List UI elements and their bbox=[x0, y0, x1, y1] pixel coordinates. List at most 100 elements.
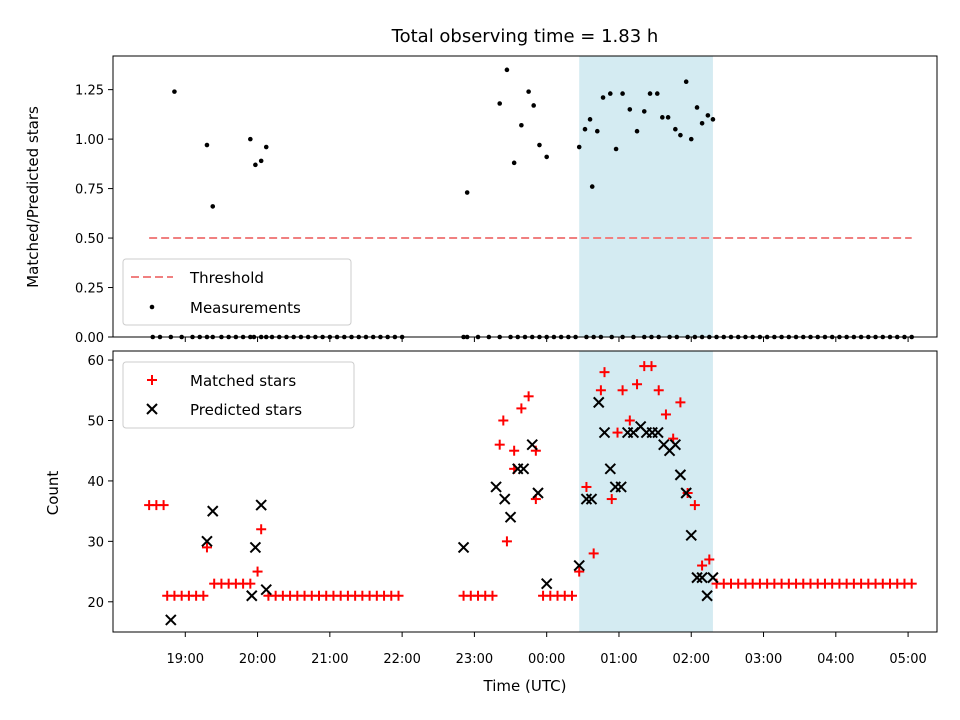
matched-star-point bbox=[588, 548, 599, 559]
bottom-y-axis-label: Count bbox=[44, 471, 62, 516]
measurement-point bbox=[253, 162, 258, 168]
predicted-star-point bbox=[707, 571, 719, 584]
top-panel: 0.00 0.25 0.50 0.75 1.00 1.25 Threshold Measure… bbox=[75, 55, 938, 346]
matched-star-point bbox=[653, 385, 664, 396]
predicted-star-point bbox=[585, 493, 598, 505]
predicted-star-point bbox=[604, 463, 616, 475]
top-axes-frame bbox=[112, 55, 938, 338]
legend-measurements-swatch bbox=[149, 304, 155, 310]
predicted-star-point bbox=[580, 493, 593, 505]
measurement-point bbox=[464, 190, 470, 195]
measurement-point bbox=[634, 128, 640, 134]
predicted-star-point bbox=[255, 499, 267, 511]
matched-star-point bbox=[599, 367, 610, 378]
top-y-axis-label: Matched/Predicted stars bbox=[24, 106, 42, 288]
x-tick-label: 20:00 bbox=[239, 652, 276, 667]
predicted-star-point bbox=[249, 541, 262, 554]
matched-star-point bbox=[689, 500, 700, 511]
measurement-point bbox=[600, 95, 606, 100]
matched-star-point bbox=[158, 500, 169, 511]
measurement-point bbox=[647, 91, 653, 96]
chart-title: Total observing time = 1.83 h bbox=[391, 26, 659, 47]
measurement-point bbox=[210, 204, 216, 209]
matched-star-point bbox=[245, 578, 256, 589]
bottom-panel: 20 30 40 50 60 19:00 20:00 21:00 22:00 23:00 00:00… bbox=[87, 350, 938, 667]
top-legend-box bbox=[122, 258, 352, 326]
measurement-point bbox=[172, 89, 177, 94]
x-axis-label: Time (UTC) bbox=[483, 677, 567, 695]
measurement-point bbox=[613, 146, 619, 152]
predicted-star-point bbox=[573, 559, 585, 572]
measurement-point bbox=[582, 126, 588, 132]
measurement-point bbox=[607, 91, 613, 96]
predicted-star-point bbox=[165, 614, 177, 626]
measurement-point bbox=[694, 105, 700, 110]
matched-star-point bbox=[606, 494, 617, 505]
predicted-star-point bbox=[680, 487, 692, 499]
matched-star-point bbox=[201, 542, 212, 553]
bottom-y-tick-label: 60 bbox=[87, 354, 104, 369]
matched-star-point bbox=[581, 481, 592, 492]
measurement-point bbox=[641, 109, 647, 114]
bottom-legend: Matched stars Predicted stars bbox=[122, 361, 355, 429]
matched-star-point bbox=[595, 385, 606, 396]
bottom-y-tick-label: 20 bbox=[87, 596, 104, 611]
top-legend: Threshold Measurements bbox=[122, 258, 352, 326]
measurement-point bbox=[620, 91, 625, 96]
legend-measurements-label: Measurements bbox=[190, 299, 301, 317]
bottom-shaded-region bbox=[579, 351, 713, 632]
top-y-tick-label: 0.75 bbox=[75, 183, 104, 198]
matched-star-point bbox=[682, 488, 693, 499]
bottom-legend-box bbox=[122, 361, 355, 429]
predicted-star-point bbox=[696, 571, 708, 584]
measurement-point bbox=[497, 101, 503, 106]
matched-star-point bbox=[494, 439, 505, 450]
measurement-point bbox=[678, 132, 683, 138]
predicted-star-point bbox=[457, 541, 470, 554]
predicted-star-point bbox=[674, 469, 687, 481]
predicted-star-point bbox=[691, 571, 703, 584]
x-tick-label: 03:00 bbox=[745, 652, 782, 667]
measurement-point bbox=[576, 144, 582, 150]
x-tick-label: 19:00 bbox=[167, 652, 204, 667]
matched-star-point bbox=[393, 590, 404, 601]
x-tick-label: 05:00 bbox=[889, 652, 926, 667]
predicted-star-point bbox=[598, 426, 611, 439]
top-shaded-region bbox=[579, 56, 713, 337]
predicted-star-point bbox=[532, 487, 544, 499]
measurement-point bbox=[627, 107, 633, 112]
measurement-point bbox=[526, 89, 531, 94]
matched-star-point bbox=[252, 566, 263, 577]
matched-star-point bbox=[697, 560, 708, 571]
measurement-point bbox=[688, 136, 694, 142]
measurement-point bbox=[248, 136, 253, 142]
legend-matched-label: Matched stars bbox=[190, 372, 296, 390]
matched-star-point bbox=[704, 554, 715, 565]
x-tick-label: 00:00 bbox=[528, 652, 565, 667]
matched-star-point bbox=[487, 590, 498, 601]
measurement-point bbox=[710, 117, 716, 122]
predicted-star-point bbox=[490, 481, 502, 493]
matched-star-point bbox=[632, 379, 643, 390]
bottom-axes-frame bbox=[112, 350, 938, 633]
predicted-star-point bbox=[540, 577, 553, 590]
measurement-point bbox=[537, 142, 542, 148]
predicted-star-point bbox=[201, 535, 213, 548]
legend-predicted-swatch bbox=[146, 403, 158, 415]
predicted-star-point bbox=[701, 590, 713, 602]
matched-star-point bbox=[523, 391, 534, 402]
measurement-point bbox=[654, 91, 660, 96]
measurement-point bbox=[673, 126, 678, 132]
matched-star-point bbox=[660, 409, 671, 420]
matched-star-point bbox=[516, 403, 527, 414]
predicted-star-point bbox=[652, 426, 664, 439]
predicted-star-point bbox=[517, 463, 530, 475]
legend-predicted-label: Predicted stars bbox=[190, 401, 302, 419]
predicted-star-point bbox=[260, 583, 272, 596]
x-tick-label: 21:00 bbox=[311, 652, 348, 667]
predicted-star-point bbox=[499, 493, 511, 505]
matched-star-point bbox=[566, 590, 577, 601]
bottom-y-tick-label: 40 bbox=[87, 475, 104, 490]
top-y-tick-label: 0.25 bbox=[75, 282, 104, 297]
x-tick-label: 23:00 bbox=[456, 652, 493, 667]
